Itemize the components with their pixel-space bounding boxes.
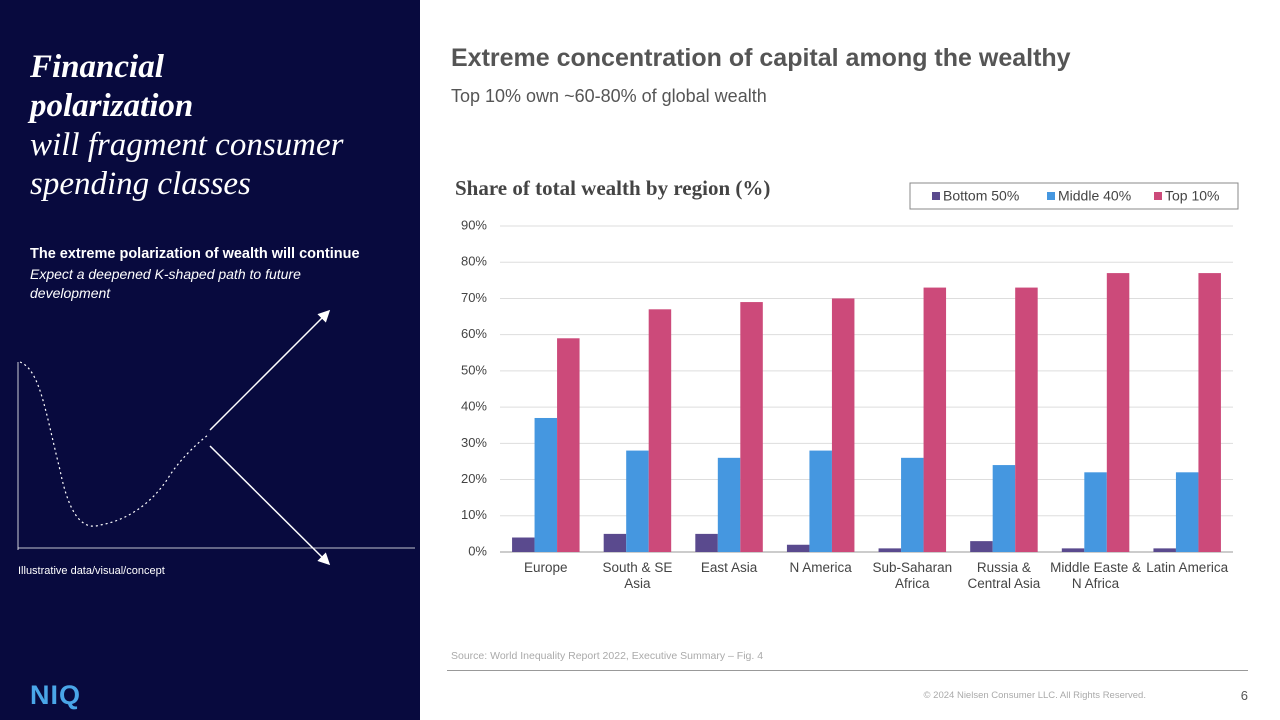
x-tick-label: N America (789, 560, 852, 575)
bar (512, 537, 535, 552)
bar (901, 457, 924, 552)
x-tick-label: Europe (524, 560, 568, 575)
x-tick-label-box: East Asia (700, 560, 758, 575)
bar (809, 450, 832, 552)
x-tick-label-box: Europe (524, 560, 568, 575)
bar (534, 417, 558, 552)
x-tick-label-box: Russia & Central Asia (967, 560, 1041, 591)
y-tick-label: 10% (461, 507, 487, 522)
x-tick-label: Sub-Saharan Africa (872, 560, 953, 591)
bar (626, 450, 649, 552)
x-tick-label: Middle Easte & N Africa (1050, 560, 1141, 591)
bar (1198, 273, 1221, 552)
chart-title: Share of total wealth by region (%) (455, 176, 770, 200)
x-tick-label: South & SE Asia (602, 560, 673, 591)
source: Source: World Inequality Report 2022, Ex… (451, 650, 764, 662)
chart: Share of total wealth by region (%) 0% 10… (455, 176, 1239, 591)
heading: Financial polarization will fragment con… (30, 48, 410, 204)
legend-label: Middle 40% (1058, 188, 1131, 204)
arrow-down (209, 445, 331, 566)
bar (1061, 548, 1085, 552)
legend-label: Top 10% (1165, 188, 1219, 204)
legend-swatch (1154, 192, 1162, 200)
y-tick-label: 0% (468, 543, 487, 558)
bar (603, 533, 627, 552)
point-text: Expect a deepened K-shaped path to futur… (30, 266, 301, 301)
x-tick-label: Latin America (1146, 560, 1229, 575)
bar (1015, 287, 1038, 552)
x-tick-label: Russia & Central Asia (967, 560, 1041, 591)
legend-swatch (932, 192, 940, 200)
y-tick-label: 50% (461, 362, 487, 377)
bar (695, 533, 718, 552)
arrow-up (209, 309, 331, 431)
x-tick-label: East Asia (700, 560, 758, 575)
page-number: 6 (1240, 688, 1248, 703)
y-tick-label: 40% (461, 399, 487, 414)
point-title: The extreme polarization of wealth will … (30, 246, 360, 262)
legend-label: Bottom 50% (943, 188, 1019, 204)
bar (1153, 548, 1176, 552)
slide-title: Extreme concentration of capital among t… (451, 44, 1071, 72)
left-panel: Financial polarization will fragment con… (0, 0, 420, 720)
bar (717, 457, 741, 552)
slide-subtitle: Top 10% own ~60-80% of global wealth (451, 86, 767, 106)
legend-swatch (1047, 192, 1055, 200)
logo: NIQ (30, 680, 82, 710)
x-tick-label-box: South & SE Asia (602, 560, 673, 591)
bar (970, 541, 993, 552)
x-tick-label-box: Sub-Saharan Africa (872, 560, 953, 591)
k-curve (19, 361, 209, 527)
bar (1175, 472, 1199, 552)
y-tick-label: 70% (461, 290, 487, 305)
bar (831, 298, 855, 552)
x-tick-label-box: Latin America (1146, 560, 1229, 575)
heading-italic: will fragment consumer spending classes (30, 127, 344, 202)
bar (923, 287, 947, 552)
legend-box (909, 182, 1239, 210)
bar (1106, 273, 1130, 552)
copyright: © 2024 Nielsen Consumer LLC. All Rights … (923, 690, 1146, 701)
x-tick-label-box: Middle Easte & N Africa (1050, 560, 1141, 591)
separator (447, 670, 1248, 671)
y-tick-label: 30% (461, 435, 487, 450)
y-tick-label: 20% (461, 471, 487, 486)
k-illustration (17, 309, 415, 566)
bar (786, 544, 810, 552)
y-tick-label: 90% (461, 217, 487, 232)
bar (1084, 472, 1107, 552)
note: Illustrative data/visual/concept (18, 565, 165, 577)
bar (648, 309, 672, 552)
y-tick-label: 80% (461, 254, 487, 269)
y-tick-label: 60% (461, 326, 487, 341)
heading-bold: Financial polarization (30, 49, 194, 124)
bar (557, 338, 580, 552)
bar (992, 465, 1016, 552)
bar (740, 302, 763, 552)
bar (878, 548, 902, 552)
x-tick-label-box: N America (789, 560, 852, 575)
